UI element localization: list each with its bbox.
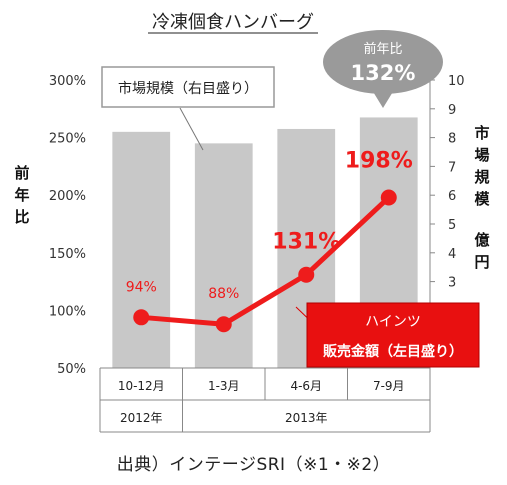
bar-1 — [112, 131, 171, 368]
right-tick-label: 8 — [448, 132, 456, 147]
heinz-point-2 — [215, 316, 232, 333]
yoy-bubble — [323, 30, 443, 94]
year-group-label: 2013年 — [285, 411, 328, 425]
right-axis-unit-char: 円 — [474, 253, 489, 271]
left-tick-label: 150% — [49, 247, 86, 262]
source-note: 出典）インテージSRI（※1・※2） — [116, 455, 391, 475]
category-label: 1-3月 — [208, 379, 240, 393]
year-group-label: 2012年 — [120, 411, 163, 425]
heinz-callout-line2: 販売金額（左目盛り） — [323, 343, 463, 360]
yoy-bubble-pointer — [372, 90, 394, 108]
yoy-bubble-value: 132% — [351, 61, 416, 85]
left-tick-label: 50% — [57, 362, 86, 377]
category-label: 4-6月 — [290, 379, 322, 393]
right-axis-title-char: 場 — [474, 146, 489, 164]
bar-2 — [194, 143, 253, 368]
left-axis-title-char: 年 — [14, 186, 29, 204]
heinz-callout-box — [306, 302, 480, 368]
right-axis-title-char: 模 — [474, 190, 490, 208]
right-axis-title-char: 市 — [474, 124, 489, 142]
left-tick-label: 100% — [49, 304, 86, 319]
left-tick-label: 300% — [49, 74, 86, 89]
heinz-point-1 — [133, 309, 150, 326]
left-axis-title-char: 前 — [14, 164, 29, 182]
right-tick-label: 7 — [448, 160, 456, 175]
heinz-point-4 — [380, 189, 397, 206]
market-callout-leader — [179, 107, 204, 151]
heinz-line — [141, 195, 391, 327]
heinz-data-label: 198% — [345, 149, 413, 174]
right-tick-label: 10 — [448, 74, 465, 89]
heinz-data-label: 88% — [208, 286, 239, 302]
right-tick-label: 9 — [448, 103, 456, 118]
category-label: 7-9月 — [373, 379, 405, 393]
heinz-point-3 — [298, 266, 315, 283]
market-callout-text: 市場規模（右目盛り） — [118, 80, 258, 97]
right-tick-label: 5 — [448, 218, 456, 233]
heinz-callout-line1: ハインツ — [365, 314, 421, 330]
yoy-bubble-label: 前年比 — [363, 41, 402, 57]
right-tick-label: 4 — [448, 247, 456, 262]
chart-title: 冷凍個食ハンバーグ — [152, 12, 314, 33]
market-callout-box — [101, 66, 275, 108]
right-axis-unit-char: 億 — [474, 231, 489, 249]
left-tick-label: 200% — [49, 189, 86, 204]
heinz-data-label: 131% — [272, 230, 340, 255]
left-axis-title-char: 比 — [14, 208, 29, 226]
right-tick-label: 3 — [448, 276, 456, 291]
category-label: 10-12月 — [118, 379, 165, 393]
left-tick-label: 250% — [49, 132, 86, 147]
heinz-data-label: 94% — [126, 279, 157, 295]
right-axis-title-char: 規 — [474, 168, 489, 186]
right-tick-label: 6 — [448, 189, 456, 204]
